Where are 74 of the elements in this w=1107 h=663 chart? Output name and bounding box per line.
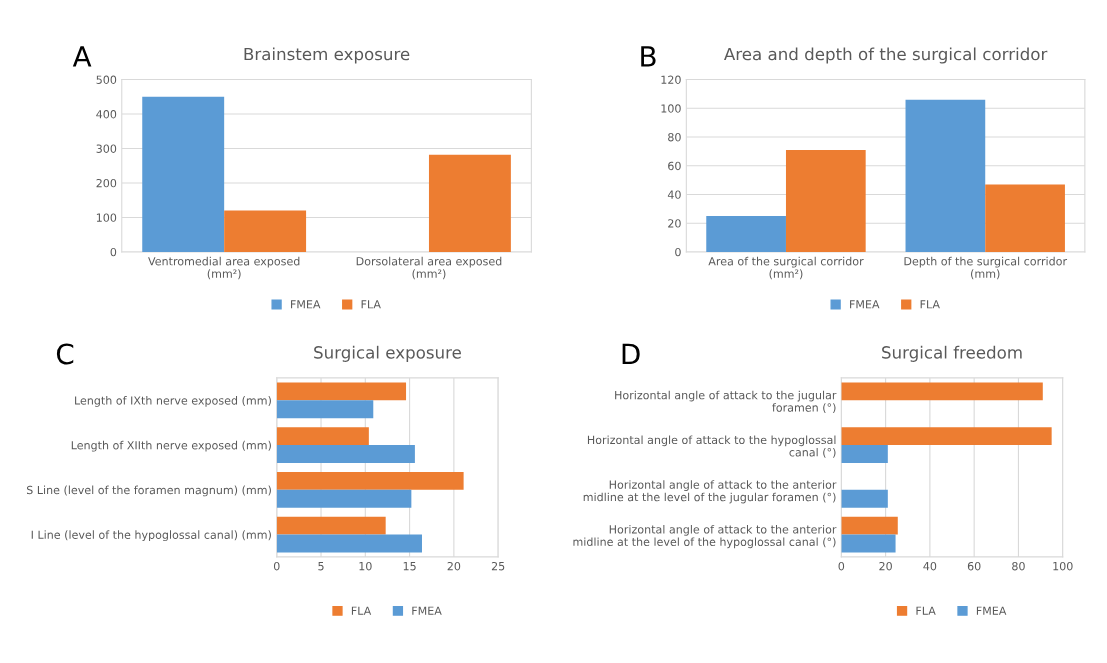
x-tick-label: Ventromedial area exposed (mm²) xyxy=(148,256,300,280)
x-tick-label: 20 xyxy=(447,561,461,571)
bar xyxy=(276,534,422,553)
bar xyxy=(985,184,1065,252)
x-tick-label: 80 xyxy=(1012,561,1025,571)
chart-title: Surgical exposure xyxy=(314,345,461,362)
x-tick-label: Dorsolateral area exposed (mm²) xyxy=(356,256,502,280)
chart-title: Area and depth of the surgical corridor xyxy=(723,47,1048,64)
y-tick-label: 100 xyxy=(661,104,681,113)
bar xyxy=(785,149,866,252)
x-tick-label: 15 xyxy=(403,562,416,571)
y-tick-label: 100 xyxy=(96,213,117,222)
x-tick-label: 25 xyxy=(491,561,505,571)
bar xyxy=(706,216,786,252)
x-tick-label: 10 xyxy=(359,561,372,571)
bar xyxy=(276,516,386,535)
y-tick-label: 60 xyxy=(668,161,681,171)
x-tick-label: Depth of the surgical corridor (mm) xyxy=(904,256,1068,280)
bar xyxy=(142,96,225,252)
legend-label: FMEA xyxy=(976,606,1007,615)
bar xyxy=(841,427,1052,446)
y-tick-label: Horizontal angle of attack to the anterior midline at the level of the hypoglossal canal (°) xyxy=(573,524,837,549)
y-tick-label: I Line (level of the hypoglossal canal) (mm) xyxy=(31,530,271,542)
y-tick-label: 300 xyxy=(96,144,117,153)
bar xyxy=(224,210,307,252)
bar xyxy=(841,382,1043,401)
bar xyxy=(276,489,412,508)
bar xyxy=(276,382,407,401)
x-tick-label: 5 xyxy=(318,562,324,571)
bar xyxy=(276,471,464,490)
y-tick-label: S Line (level of the foramen magnum) (mm) xyxy=(26,485,271,497)
x-tick-label: Area of the surgical corridor (mm²) xyxy=(708,256,864,280)
y-tick-label: Horizontal angle of attack to the hypoglossal canal (°) xyxy=(587,435,836,458)
x-tick-label: 100 xyxy=(1053,561,1073,571)
y-tick-label: 500 xyxy=(96,75,117,84)
y-tick-label: Length of XIIth nerve exposed (mm) xyxy=(71,440,271,452)
x-tick-label: 0 xyxy=(838,561,845,571)
bar xyxy=(276,445,415,463)
y-tick-label: 120 xyxy=(661,75,681,84)
chart-title: Surgical freedom xyxy=(882,345,1022,362)
y-tick-label: Horizontal angle of attack to the jugular foramen (°) xyxy=(615,390,837,414)
legend-label: FLA xyxy=(351,606,372,615)
x-tick-label: 0 xyxy=(273,561,280,571)
x-tick-label: 40 xyxy=(923,561,937,571)
bar xyxy=(841,534,896,553)
bar xyxy=(841,516,898,535)
bar xyxy=(841,489,888,508)
y-tick-label: Horizontal angle of attack to the anterior midline at the level of the jugular foramen (°) xyxy=(583,480,837,504)
legend-label: FLA xyxy=(361,300,381,309)
y-tick-label: 0 xyxy=(110,247,117,257)
y-tick-label: Length of IXth nerve exposed (mm) xyxy=(75,396,271,407)
text: D xyxy=(622,343,640,365)
bar xyxy=(905,99,986,252)
x-tick-label: 20 xyxy=(879,561,892,571)
y-tick-label: 20 xyxy=(668,219,681,228)
y-tick-label: 200 xyxy=(96,178,117,188)
bar xyxy=(428,154,511,252)
bar xyxy=(276,427,369,446)
legend-label: FMEA xyxy=(850,300,880,309)
text: A xyxy=(72,46,92,67)
bar xyxy=(841,445,888,463)
y-tick-label: 40 xyxy=(667,190,681,199)
legend-label: FLA xyxy=(916,606,936,615)
legend-label: FMEA xyxy=(291,300,321,309)
x-tick-label: 60 xyxy=(967,561,981,571)
text: C xyxy=(56,343,74,365)
bar xyxy=(276,400,374,419)
y-tick-label: 80 xyxy=(668,132,681,142)
y-tick-label: 0 xyxy=(675,247,681,257)
y-tick-label: 400 xyxy=(96,110,117,119)
text: B xyxy=(641,46,656,67)
legend-label: FMEA xyxy=(412,606,442,615)
legend-label: FLA xyxy=(920,300,940,309)
chart-title: Brainstem exposure xyxy=(244,47,410,64)
